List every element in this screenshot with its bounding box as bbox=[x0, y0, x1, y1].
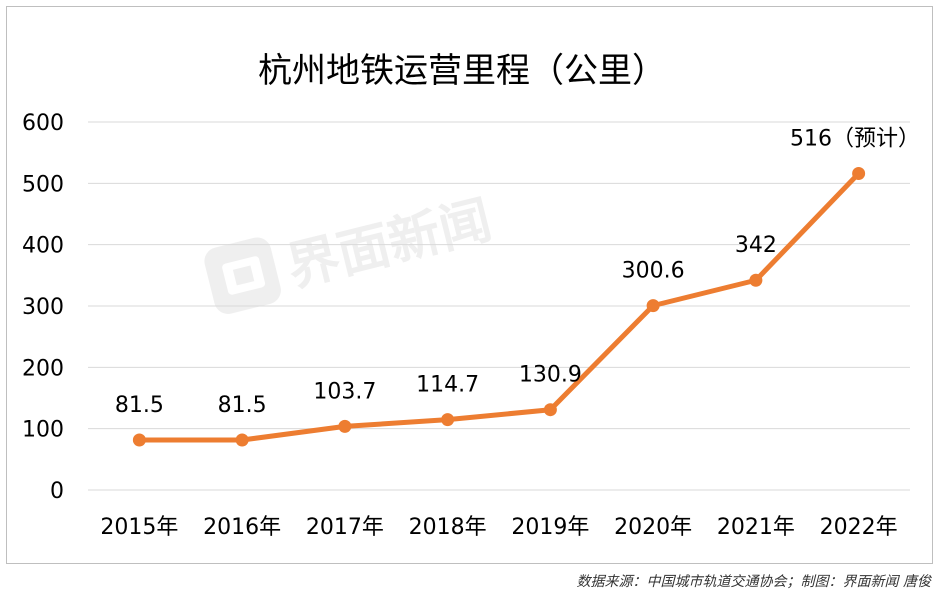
y-tick-label: 600 bbox=[22, 111, 64, 136]
data-point bbox=[749, 273, 763, 287]
data-point bbox=[132, 433, 146, 447]
data-point bbox=[646, 299, 660, 313]
data-label: 81.5 bbox=[218, 393, 267, 418]
x-tick-label: 2021年 bbox=[717, 515, 795, 540]
y-tick-label: 200 bbox=[22, 356, 64, 381]
y-tick-label: 100 bbox=[22, 418, 64, 443]
data-point bbox=[543, 403, 557, 417]
y-tick-label: 300 bbox=[22, 295, 64, 320]
source-note: 数据来源：中国城市轨道交通协会；制图：界面新闻 唐俊 bbox=[576, 574, 931, 590]
data-label: 516（预计） bbox=[790, 127, 920, 152]
x-tick-label: 2019年 bbox=[511, 515, 589, 540]
data-label: 81.5 bbox=[115, 393, 164, 418]
x-tick-label: 2020年 bbox=[614, 515, 692, 540]
y-tick-label: 500 bbox=[22, 172, 64, 197]
data-point bbox=[441, 413, 455, 427]
chart-frame bbox=[6, 6, 933, 564]
line-chart: 界面新闻 杭州地铁运营里程（公里） 0 100 200 300 400 500 600 20… bbox=[22, 51, 920, 540]
y-tick-label: 400 bbox=[22, 234, 64, 259]
watermark-logo: 界面新闻 bbox=[204, 190, 498, 314]
data-label: 103.7 bbox=[313, 379, 376, 404]
data-label: 130.9 bbox=[519, 363, 582, 388]
data-label: 342 bbox=[735, 233, 777, 258]
x-tick-label: 2017年 bbox=[306, 515, 384, 540]
series-line bbox=[136, 171, 862, 443]
chart-title: 杭州地铁运营里程（公里） bbox=[258, 51, 666, 91]
data-label: 300.6 bbox=[622, 259, 685, 284]
y-tick-label: 0 bbox=[50, 479, 64, 504]
data-label: 114.7 bbox=[416, 373, 479, 398]
x-tick-label: 2018年 bbox=[409, 515, 487, 540]
data-point bbox=[338, 419, 352, 433]
data-point bbox=[235, 433, 249, 447]
x-tick-label: 2022年 bbox=[820, 515, 898, 540]
x-tick-label: 2016年 bbox=[203, 515, 281, 540]
data-point bbox=[852, 167, 866, 181]
x-tick-label: 2015年 bbox=[100, 515, 178, 540]
